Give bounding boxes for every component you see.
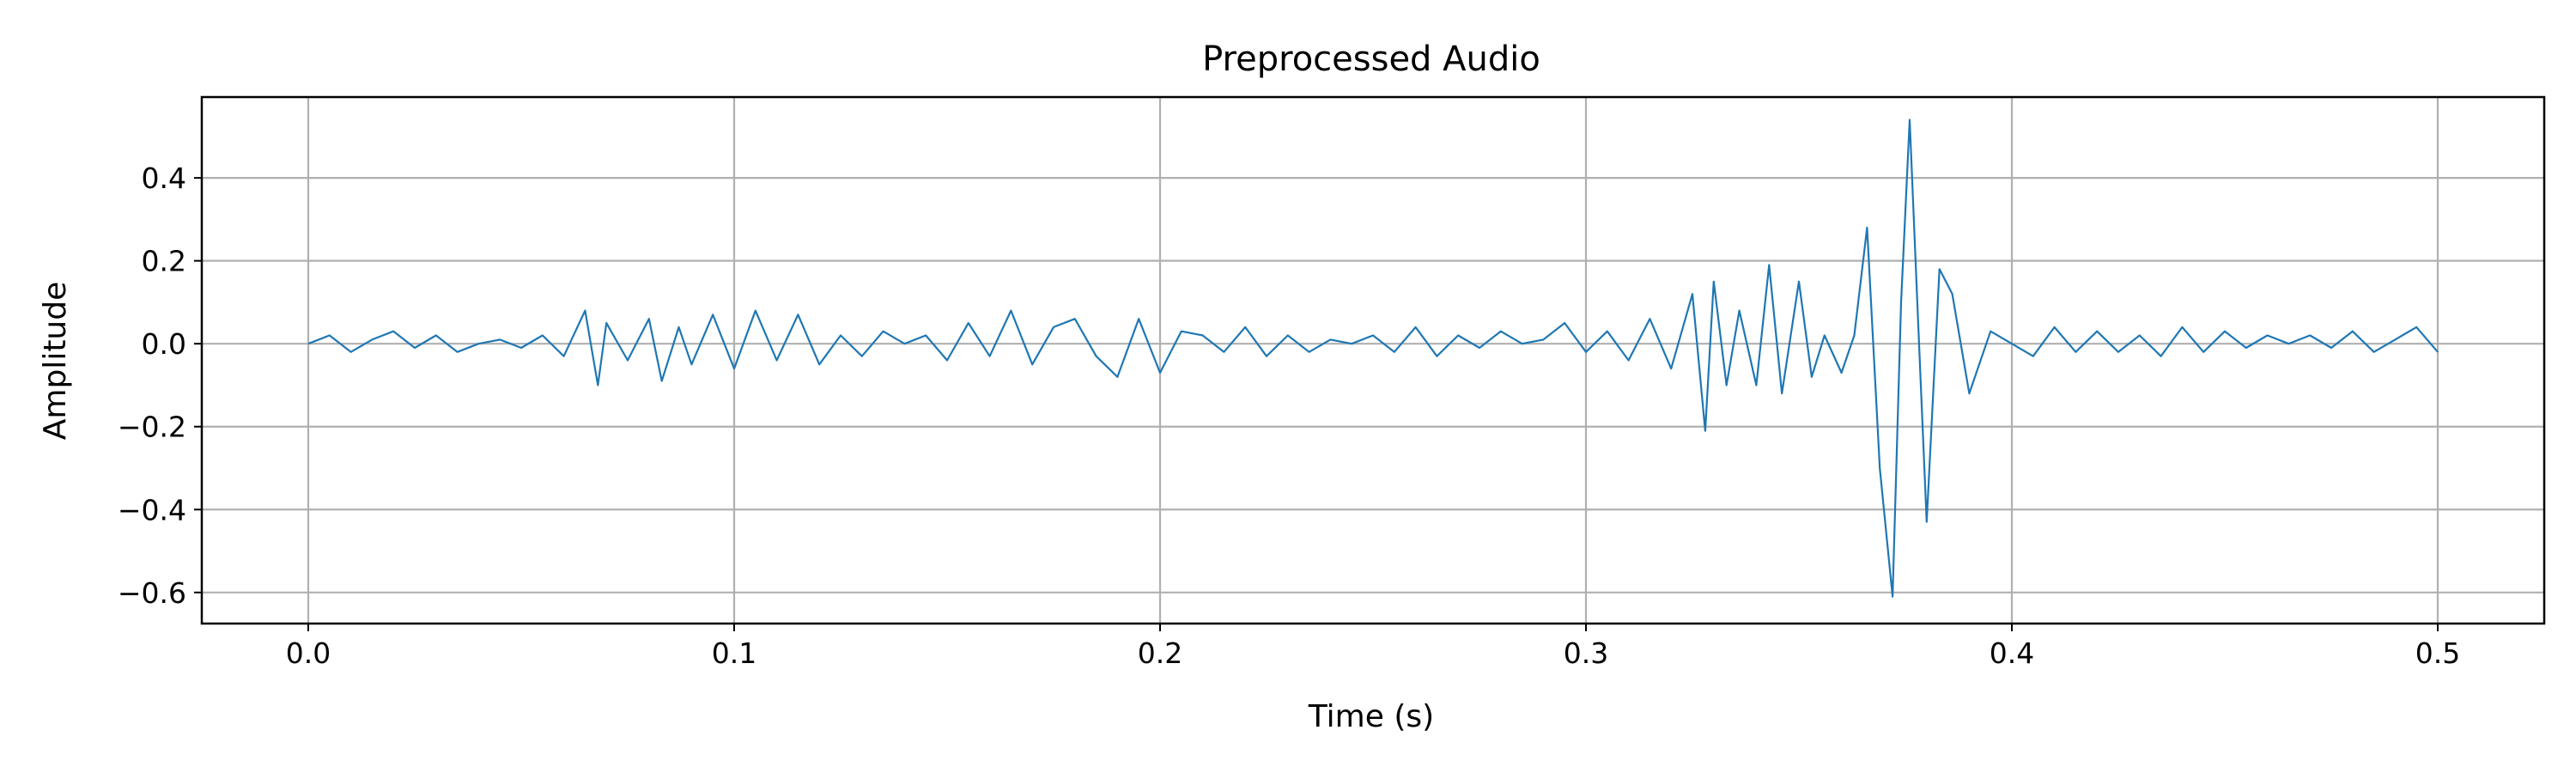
y-tick-label: −0.6 <box>118 576 186 610</box>
y-tick-label: 0.2 <box>142 245 186 278</box>
x-tick-label: 0.3 <box>1564 636 1608 670</box>
y-tick-label: 0.0 <box>142 327 186 361</box>
x-axis-ticks: 0.0 0.1 0.2 0.3 0.4 0.5 <box>286 624 2460 670</box>
x-tick-label: 0.5 <box>2415 636 2460 670</box>
y-tick-label: −0.2 <box>118 411 186 444</box>
audio-waveform-line <box>307 119 2439 598</box>
y-tick-label: 0.4 <box>142 161 186 195</box>
y-tick-label: −0.4 <box>118 493 186 526</box>
y-axis-label: Amplitude <box>38 282 73 440</box>
x-tick-label: 0.0 <box>286 636 331 670</box>
y-axis-ticks: 0.4 0.2 0.0 −0.2 −0.4 −0.6 <box>118 161 202 610</box>
chart-title: Preprocessed Audio <box>1202 40 1540 79</box>
x-axis-label: Time (s) <box>1308 699 1434 734</box>
plot-area <box>307 119 2439 598</box>
plot-frame <box>200 95 2546 625</box>
x-tick-label: 0.2 <box>1138 636 1182 670</box>
x-tick-label: 0.1 <box>712 636 756 670</box>
x-tick-label: 0.4 <box>1990 636 2034 670</box>
grid-lines <box>202 97 2544 624</box>
